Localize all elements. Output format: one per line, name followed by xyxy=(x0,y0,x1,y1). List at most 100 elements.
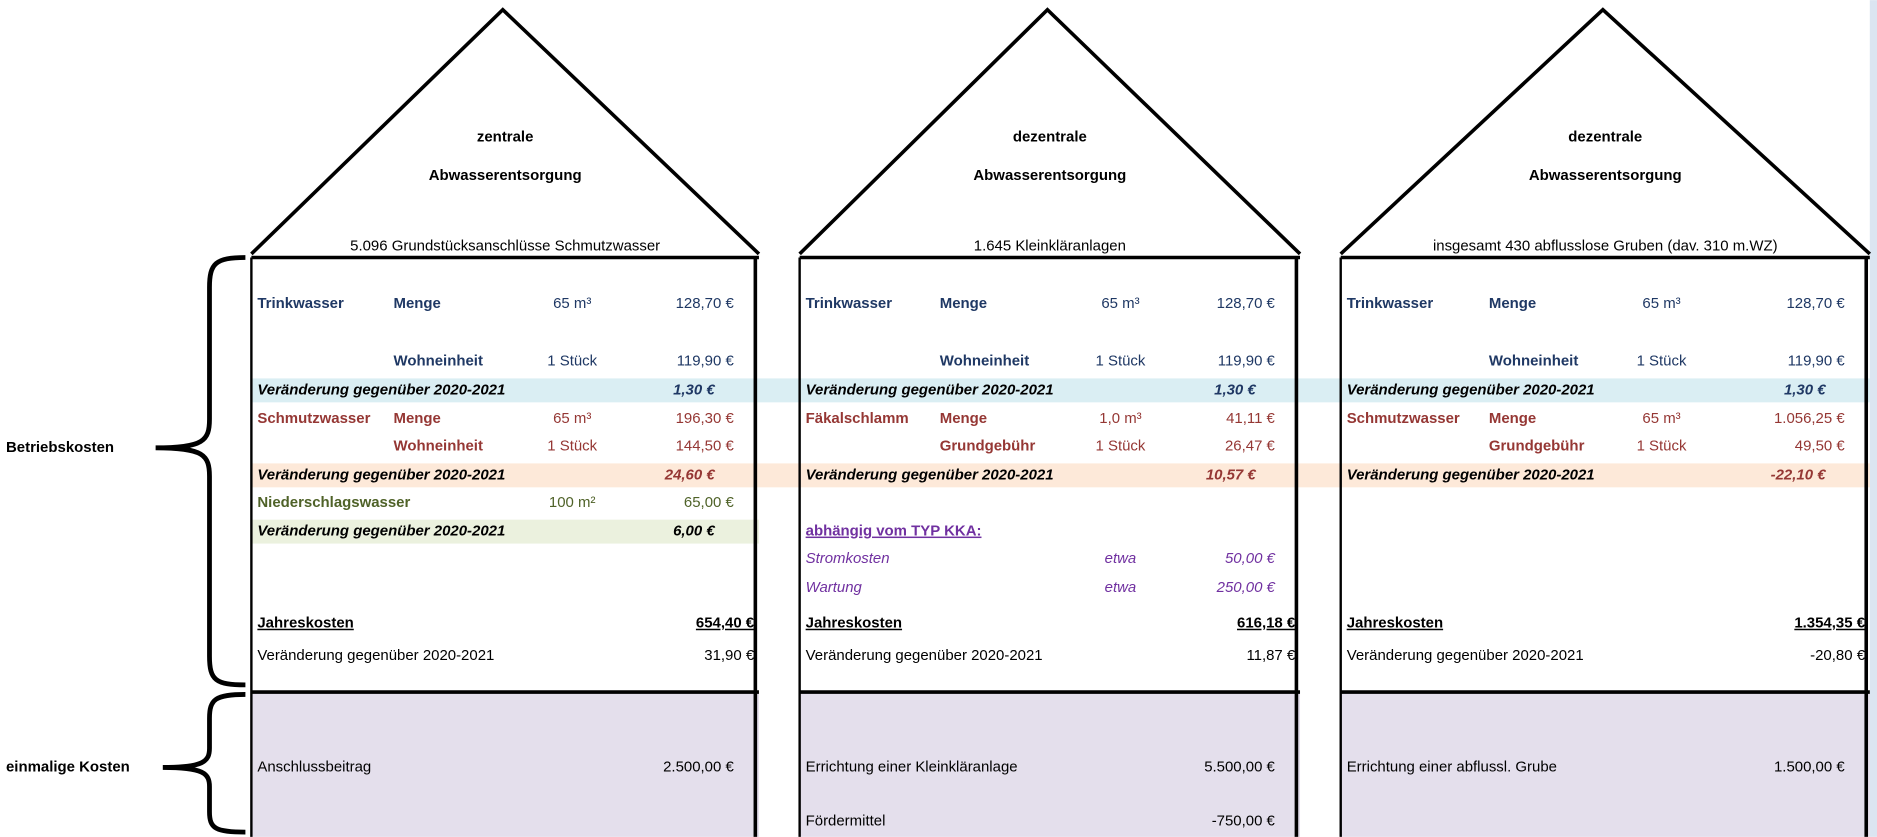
row-note: Veränderung gegenüber 2020-2021 xyxy=(806,466,1054,483)
once-box xyxy=(1340,692,1870,837)
row-quantity: 65 m³ xyxy=(1642,410,1680,427)
row-band xyxy=(1340,378,1870,403)
row-item: Menge xyxy=(1489,295,1536,312)
house-title: dezentrale xyxy=(1568,129,1642,146)
row-item: Menge xyxy=(393,410,440,427)
row-quantity: 65 m³ xyxy=(553,295,591,312)
row-amount: 24,60 € xyxy=(664,466,716,483)
total-change: -20,80 € xyxy=(1810,647,1866,664)
row-item: Menge xyxy=(393,295,440,312)
row-group: Trinkwasser xyxy=(806,295,893,312)
row-item: Menge xyxy=(1489,410,1536,427)
row-option: Stromkosten xyxy=(806,550,890,567)
roof xyxy=(250,7,761,256)
row-amount: 119,90 € xyxy=(1788,353,1846,370)
side-label: Betriebskosten xyxy=(6,439,114,456)
scrollbar-edge xyxy=(1869,0,1877,837)
total-amount: 654,40 € xyxy=(696,615,755,632)
once-amount: -750,00 € xyxy=(1212,812,1276,829)
brace xyxy=(162,692,246,835)
total-change: 11,87 € xyxy=(1246,647,1295,664)
row-quantity: 65 m³ xyxy=(553,410,591,427)
row-item: Wohneinheit xyxy=(393,353,482,370)
row-amount: 10,57 € xyxy=(1206,466,1257,483)
row-quantity: 100 m² xyxy=(549,494,596,511)
row-note: Veränderung gegenüber 2020-2021 xyxy=(1347,381,1595,398)
once-label: Anschlussbeitrag xyxy=(257,758,371,775)
side-label: einmalige Kosten xyxy=(6,758,130,775)
once-box xyxy=(799,692,1301,837)
total-amount: 1.354,35 € xyxy=(1794,615,1865,632)
row-amount: 119,90 € xyxy=(1218,353,1276,370)
row-item: Grundgebühr xyxy=(940,438,1036,455)
row-amount: -22,10 € xyxy=(1771,466,1827,483)
row-band xyxy=(251,378,800,403)
total-amount: 616,18 € xyxy=(1237,615,1296,632)
row-note: Veränderung gegenüber 2020-2021 xyxy=(1347,466,1595,483)
row-amount: 128,70 € xyxy=(676,295,735,312)
house-subtitle: 1.645 Kleinkläranlagen xyxy=(974,238,1126,255)
once-amount: 5.500,00 € xyxy=(1204,758,1275,775)
house-title: Abwasserentsorgung xyxy=(1529,167,1682,184)
once-label: Fördermittel xyxy=(806,812,886,829)
row-quantity: 1 Stück xyxy=(1096,438,1146,455)
row-band xyxy=(251,519,759,544)
house-title: dezentrale xyxy=(1013,129,1087,146)
row-amount: 128,70 € xyxy=(1217,295,1276,312)
row-quantity: 65 m³ xyxy=(1101,295,1139,312)
row-band xyxy=(799,378,1341,403)
total-change-label: Veränderung gegenüber 2020-2021 xyxy=(257,647,494,664)
once-box xyxy=(251,692,759,837)
row-amount: 1,30 € xyxy=(673,381,715,398)
row-quantity: 1 Stück xyxy=(547,438,597,455)
row-amount: 50,00 € xyxy=(1225,550,1276,567)
row-quantity: 1 Stück xyxy=(1096,353,1146,370)
row-group: Niederschlagswasser xyxy=(257,494,410,511)
row-item: Grundgebühr xyxy=(1489,438,1585,455)
row-quantity: 1 Stück xyxy=(1637,438,1687,455)
row-option: Wartung xyxy=(806,579,863,596)
row-amount: 128,70 € xyxy=(1786,295,1845,312)
roof xyxy=(798,7,1302,256)
row-band xyxy=(799,463,1341,488)
row-group: Schmutzwasser xyxy=(257,410,370,427)
once-label: Errichtung einer abflussl. Grube xyxy=(1347,758,1557,775)
row-group: Schmutzwasser xyxy=(1347,410,1460,427)
total-label: Jahreskosten xyxy=(257,615,353,632)
roof xyxy=(1339,7,1872,256)
row-amount: 6,00 € xyxy=(673,523,715,540)
total-change-label: Veränderung gegenüber 2020-2021 xyxy=(1347,647,1584,664)
row-amount: 1.056,25 € xyxy=(1774,410,1845,427)
row-item: Menge xyxy=(940,295,987,312)
row-group: Trinkwasser xyxy=(1347,295,1434,312)
row-quantity: 1 Stück xyxy=(1637,353,1687,370)
row-amount: 119,90 € xyxy=(677,353,735,370)
row-heading: abhängig vom TYP KKA: xyxy=(806,523,982,540)
brace xyxy=(155,255,246,688)
row-amount: 196,30 € xyxy=(676,410,735,427)
once-amount: 2.500,00 € xyxy=(663,758,734,775)
house-title: Abwasserentsorgung xyxy=(429,167,582,184)
row-item: Wohneinheit xyxy=(1489,353,1578,370)
house-title: Abwasserentsorgung xyxy=(973,167,1126,184)
row-quantity: 65 m³ xyxy=(1642,295,1680,312)
row-amount: 26,47 € xyxy=(1225,438,1276,455)
house-subtitle: insgesamt 430 abflusslose Gruben (dav. 3… xyxy=(1433,238,1778,255)
row-item: Menge xyxy=(940,410,987,427)
row-amount: 49,50 € xyxy=(1795,438,1846,455)
row-amount: 1,30 € xyxy=(1214,381,1256,398)
row-quantity: 1,0 m³ xyxy=(1099,410,1141,427)
row-item: Wohneinheit xyxy=(940,353,1029,370)
row-note: Veränderung gegenüber 2020-2021 xyxy=(257,381,505,398)
total-label: Jahreskosten xyxy=(806,615,902,632)
row-amount: 41,11 € xyxy=(1226,410,1275,427)
house-title: zentrale xyxy=(477,129,534,146)
once-label: Errichtung einer Kleinkläranlage xyxy=(806,758,1018,775)
row-amount: 1,30 € xyxy=(1784,381,1826,398)
total-change: 31,90 € xyxy=(704,647,755,664)
row-amount: 65,00 € xyxy=(684,494,735,511)
row-group: Trinkwasser xyxy=(257,295,344,312)
row-note: Veränderung gegenüber 2020-2021 xyxy=(806,381,1054,398)
row-item: Wohneinheit xyxy=(393,438,482,455)
